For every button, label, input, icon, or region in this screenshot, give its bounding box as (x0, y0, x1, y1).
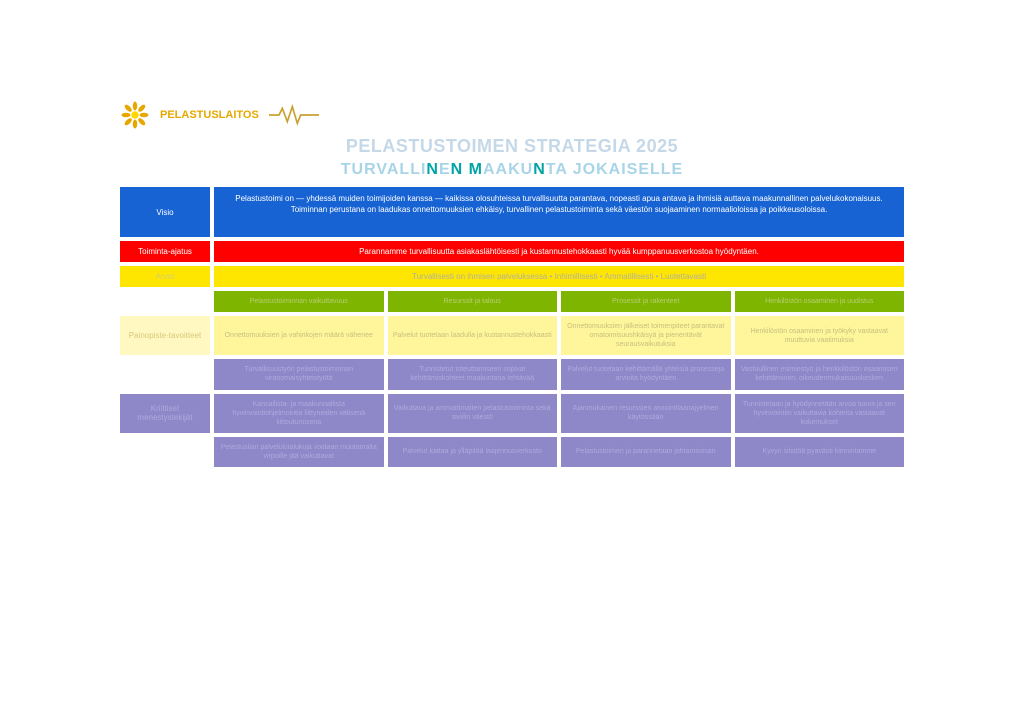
factor-cell: Palvelut tuotetaan kehittämällä yhteisiä… (561, 359, 731, 389)
spacer (120, 291, 210, 312)
factor-cell: Pelastuslain palveluistalukuja voidaan m… (214, 437, 384, 467)
factor-cell: Palvelut kattaa ja ylläpitää laajennusve… (388, 437, 558, 467)
strategy-grid: Visio Pelastustoimi on — yhdessä muiden … (120, 187, 904, 467)
label-visio: Visio (120, 187, 210, 237)
band-visio: Pelastustoimi on — yhdessä muiden toimij… (214, 187, 904, 237)
factor-cell: Turvallisuustyön pelastustoiminnan viran… (214, 359, 384, 389)
factor-cell: Pelastustoimen ja parannetaan johtamisos… (561, 437, 731, 467)
green-cell: Prosessit ja rakenteet (561, 291, 731, 312)
green-cell: Resurssit ja talous (388, 291, 558, 312)
factor-cell: Vastuullinen esimiestyö ja henkkilöstön … (735, 359, 905, 389)
page-title: PELASTUSTOIMEN STRATEGIA 2025 (120, 136, 904, 157)
spacer (120, 437, 210, 467)
label-toiminta: Toiminta-ajatus (120, 241, 210, 262)
strategy-diagram: PELASTUSLAITOS PELASTUSTOIMEN STRATEGIA … (0, 0, 1024, 507)
label-painopiste: Painopiste-tavoitteet (120, 316, 210, 355)
goal-cell: Onnettomuuksien ja vahinkojen määrä vähe… (214, 316, 384, 355)
factor-cell: Kyvyn sitistöä pyavästi kiinnintamme (735, 437, 905, 467)
label-arvot: Arvot (120, 266, 210, 287)
green-cell: Pelastustoiminnan vaikuttavuus (214, 291, 384, 312)
band-arvot: Turvallisesti on ihmisen palveluksessa •… (214, 266, 904, 287)
label-kriittiset: Kriittiset menestystekijät (120, 394, 210, 433)
factor-cell: Tunnistetaan ja hyödynnetään arvoa tuova… (735, 394, 905, 433)
factor-cell: Kansallista- ja maakunnallista hyvinvoin… (214, 394, 384, 433)
factor-cell: Tunnistetut toteuttamiseen sopivat kehit… (388, 359, 558, 389)
spacer (120, 359, 210, 389)
page-subtitle: TURVALLINEN MAAKUNTA JOKAISELLE (120, 161, 904, 179)
goal-cell: Onnettomuuksien jälkeiset toimenpiteet p… (561, 316, 731, 355)
goal-cell: Henkilöstön osaaminen ja työkyky vastaav… (735, 316, 905, 355)
logo-icon (120, 100, 150, 130)
heartbeat-icon (269, 103, 319, 127)
green-cell: Henkilöstön osaaminen ja uudistus (735, 291, 905, 312)
factor-cell: Vaikuttava ja ammattimaiten pelastustoim… (388, 394, 558, 433)
header: PELASTUSLAITOS (120, 100, 904, 130)
factor-cell: Ajanmukainen resurssien arviointilaanajy… (561, 394, 731, 433)
logo-text: PELASTUSLAITOS (160, 109, 259, 121)
band-toiminta: Parannamme turvallisuutta asiakaslähtöis… (214, 241, 904, 262)
goal-cell: Palvelut tuotetaan laadulla ja kustannus… (388, 316, 558, 355)
